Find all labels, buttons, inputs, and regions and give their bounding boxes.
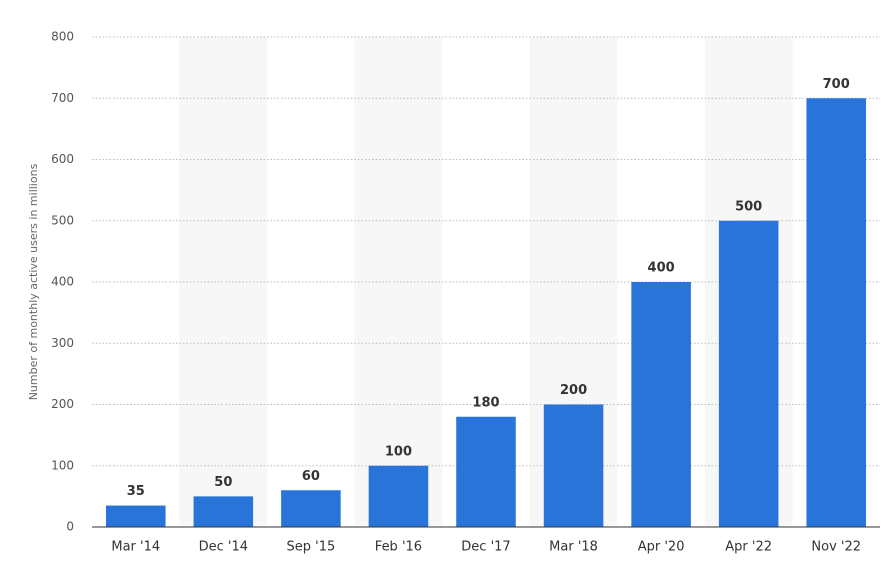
bar [456, 416, 516, 527]
y-tick-label: 500 [51, 213, 74, 227]
x-tick-label: Sep '15 [287, 540, 336, 555]
y-tick-label: 600 [51, 152, 74, 166]
value-label: 50 [214, 475, 232, 490]
x-tick-label: Apr '20 [638, 540, 685, 555]
y-tick-label: 100 [51, 458, 74, 472]
x-tick-label: Feb '16 [375, 540, 422, 555]
y-tick-label: 200 [51, 397, 74, 411]
bar [718, 220, 779, 527]
x-tick-label: Dec '14 [199, 540, 248, 555]
value-label: 180 [472, 395, 499, 410]
bar [368, 465, 429, 527]
bar [806, 98, 866, 527]
x-tick-label: Mar '18 [549, 540, 598, 555]
y-tick-label: 400 [51, 275, 74, 289]
value-label: 700 [823, 77, 850, 92]
value-label: 100 [385, 444, 412, 459]
x-tick-label: Apr '22 [725, 540, 772, 555]
y-tick-label: 800 [51, 30, 74, 44]
x-tick-label: Nov '22 [811, 540, 861, 555]
value-label: 400 [648, 261, 675, 276]
bar [543, 404, 604, 527]
bar [193, 496, 254, 527]
y-tick-label: 300 [51, 336, 74, 350]
bar [631, 282, 691, 527]
bar [281, 490, 341, 527]
y-tick-label: 0 [66, 520, 74, 534]
bar [106, 505, 166, 527]
x-tick-label: Mar '14 [111, 540, 160, 555]
y-axis-label: Number of monthly active users in millio… [27, 163, 40, 400]
value-label: 60 [302, 469, 320, 484]
x-tick-label: Dec '17 [461, 540, 510, 555]
value-label: 200 [560, 383, 587, 398]
value-label: 35 [127, 484, 145, 499]
value-label: 500 [735, 199, 762, 214]
y-tick-label: 700 [51, 91, 74, 105]
